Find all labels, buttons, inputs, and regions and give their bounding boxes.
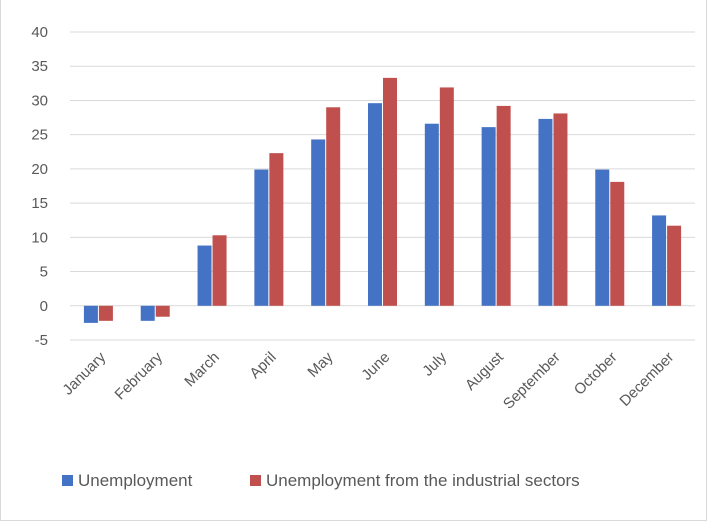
x-category-label: October (571, 349, 621, 399)
bar-unemployment-august (481, 127, 496, 306)
y-tick-label: 15 (31, 195, 48, 212)
bar-industrial-july (439, 87, 454, 306)
y-tick-label: -5 (35, 332, 48, 349)
x-category-label: March (181, 349, 222, 390)
bar-industrial-may (326, 107, 341, 306)
x-category-label: January (59, 348, 109, 398)
x-category-label: May (304, 348, 336, 380)
x-axis-labels: January February March April May June July Augu… (59, 348, 677, 412)
x-category-label: December (616, 349, 677, 410)
x-category-label: June (358, 349, 393, 384)
legend: Unemployment Unemployment from the indust… (62, 471, 580, 490)
bar-unemployment-october (595, 169, 610, 306)
y-tick-label: 40 (31, 24, 48, 41)
bar-industrial-june (383, 77, 397, 306)
legend-swatch (250, 475, 261, 486)
bar-industrial-october (610, 181, 625, 306)
bar-industrial-february (155, 305, 170, 317)
x-category-label: February (112, 348, 167, 403)
bar-unemployment-june (368, 103, 382, 306)
x-category-label: July (419, 348, 450, 379)
bar-unemployment-may (311, 139, 326, 306)
y-tick-label: 20 (31, 161, 48, 178)
legend-swatch (62, 475, 73, 486)
bar-unemployment-march (197, 245, 212, 306)
y-axis-ticks: 40 35 30 25 20 15 10 5 0 -5 (31, 24, 48, 349)
x-category-label: September (500, 349, 564, 413)
bar-industrial-april (269, 153, 284, 306)
bar-unemployment-january (83, 305, 98, 323)
bars (83, 77, 682, 323)
bar-unemployment-september (538, 118, 553, 306)
legend-label: Unemployment from the industrial sectors (266, 471, 580, 490)
bar-unemployment-july (424, 123, 439, 306)
bar-unemployment-april (254, 169, 269, 306)
y-tick-label: 35 (31, 58, 48, 75)
bar-industrial-december (667, 225, 682, 306)
x-category-label: April (246, 349, 279, 382)
bar-industrial-august (496, 105, 511, 306)
bar-unemployment-february (140, 305, 155, 321)
bar-industrial-september (553, 113, 568, 306)
y-tick-label: 25 (31, 127, 48, 144)
x-category-label: August (462, 348, 508, 394)
y-tick-label: 5 (40, 264, 48, 281)
bar-industrial-march (212, 235, 227, 306)
bar-unemployment-december (652, 215, 667, 306)
y-tick-label: 30 (31, 92, 48, 109)
gridlines (70, 31, 695, 341)
y-tick-label: 0 (40, 298, 48, 315)
bar-industrial-january (98, 305, 113, 321)
y-tick-label: 10 (31, 229, 48, 246)
legend-label: Unemployment (78, 471, 193, 490)
